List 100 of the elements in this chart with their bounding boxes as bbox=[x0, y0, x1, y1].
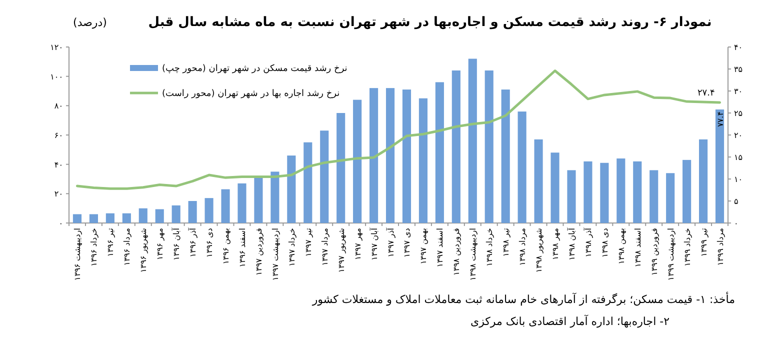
bar bbox=[72, 214, 82, 223]
x-tick-label: آبان ۱۳۹۸ bbox=[566, 227, 576, 260]
bar bbox=[567, 170, 576, 223]
x-tick-label: فروردین ۱۳۹۸ bbox=[452, 228, 462, 276]
bar bbox=[106, 213, 114, 223]
x-tick-label: فروردین ۱۳۹۷ bbox=[254, 228, 264, 276]
bar bbox=[238, 183, 246, 223]
y2-tick-label: ۵ bbox=[734, 197, 738, 206]
x-tick-label: آذر ۱۳۹۸ bbox=[582, 227, 593, 258]
x-tick-label: خرداد ۱۳۹۸ bbox=[485, 228, 494, 266]
x-tick-label: خرداد ۱۳۹۹ bbox=[682, 228, 692, 266]
text: ۲- اجاره‌بها؛ اداره آمار اقتصادی بانک مرکزی bbox=[470, 314, 670, 328]
x-tick-label: دی ۱۳۹۶ bbox=[205, 228, 214, 258]
x-tick-label: اردیبهشت ۱۳۹۹ bbox=[666, 228, 676, 281]
bar bbox=[600, 162, 609, 223]
y-tick-label: ۱۰۰ bbox=[50, 72, 63, 82]
legend-label: نرخ رشد اجاره بها در شهر تهران (محور راست) bbox=[162, 89, 340, 99]
y2-tick-label: ۴۰ bbox=[734, 43, 743, 52]
bar bbox=[138, 208, 148, 223]
x-tick-label: مرداد ۱۳۹۹ bbox=[716, 228, 725, 266]
x-tick-label: اسفند ۱۳۹۸ bbox=[633, 228, 642, 268]
x-tick-label: مرداد ۱۳۹۸ bbox=[518, 228, 528, 266]
bar bbox=[699, 139, 708, 223]
bar bbox=[221, 189, 230, 223]
bar bbox=[370, 88, 378, 223]
y2-tick-label: ۰ bbox=[734, 219, 738, 228]
bar bbox=[336, 113, 346, 223]
y-tick-label: ۱۲۰ bbox=[50, 43, 63, 52]
y2-tick-label: ۱۰ bbox=[734, 175, 743, 184]
bar bbox=[402, 90, 412, 223]
bar bbox=[584, 161, 592, 223]
x-tick-label: مهر ۱۳۹۸ bbox=[551, 228, 560, 260]
x-tick-label: آبان ۱۳۹۷ bbox=[368, 227, 379, 260]
bar bbox=[287, 156, 296, 223]
x-tick-label: شهریور ۱۳۹۷ bbox=[336, 228, 346, 273]
bar bbox=[122, 213, 131, 223]
x-tick-label: تیر ۱۳۹۸ bbox=[502, 228, 511, 257]
x-tick-label: آذر ۱۳۹۷ bbox=[385, 227, 396, 258]
y2-tick-label: ۳۰ bbox=[734, 87, 743, 96]
bar bbox=[435, 82, 444, 223]
x-tick-label: دی ۱۳۹۷ bbox=[402, 228, 412, 258]
y-tick-label: ۴۰ bbox=[54, 160, 63, 170]
bar bbox=[682, 160, 692, 223]
x-tick-label: شهریور ۱۳۹۸ bbox=[534, 228, 544, 273]
bar bbox=[616, 158, 626, 223]
x-tick-label: اردیبهشت ۱۳۹۶ bbox=[73, 228, 82, 281]
x-tick-label: مهر ۱۳۹۶ bbox=[156, 228, 165, 260]
bar bbox=[650, 170, 658, 223]
bar bbox=[418, 98, 428, 223]
bar bbox=[633, 161, 642, 223]
y-tick-label: ۶۰ bbox=[54, 131, 63, 140]
x-tick-label: مهر ۱۳۹۷ bbox=[353, 228, 362, 260]
x-tick-label: بهمن ۱۳۹۸ bbox=[616, 228, 626, 264]
bar bbox=[518, 112, 526, 223]
y2-tick-label: ۲۰ bbox=[734, 131, 743, 140]
bar bbox=[484, 70, 494, 223]
legend-label: نرخ رشد قیمت مسکن در شهر تهران (محور چپ) bbox=[162, 64, 348, 74]
x-tick-label: فروردین ۱۳۹۹ bbox=[650, 228, 659, 276]
bar bbox=[501, 90, 510, 223]
bar bbox=[715, 109, 724, 223]
x-tick-label: شهریور ۱۳۹۶ bbox=[139, 228, 148, 273]
x-tick-label: دی ۱۳۹۸ bbox=[600, 228, 610, 258]
x-tick-label: اسفند ۱۳۹۷ bbox=[436, 228, 445, 268]
bar bbox=[155, 209, 164, 223]
data-label: ۲۷.۴ bbox=[697, 88, 715, 98]
x-tick-label: تیر ۱۳۹۶ bbox=[106, 228, 116, 257]
x-tick-label: اسفند ۱۳۹۶ bbox=[238, 228, 247, 268]
y2-tick-label: ۳۵ bbox=[734, 65, 743, 74]
bar bbox=[304, 142, 312, 223]
y2-tick-label: ۲۵ bbox=[734, 109, 743, 118]
bar bbox=[270, 172, 280, 223]
bar bbox=[550, 152, 560, 223]
bar bbox=[353, 100, 362, 223]
bar bbox=[204, 198, 214, 223]
bar bbox=[386, 88, 395, 223]
x-tick-label: تیر ۱۳۹۹ bbox=[699, 228, 708, 257]
bar bbox=[188, 201, 197, 223]
bar bbox=[452, 70, 460, 223]
x-tick-label: آذر ۱۳۹۶ bbox=[188, 227, 198, 258]
y2-tick-label: ۱۵ bbox=[734, 153, 743, 162]
y-axis-title: (درصد) bbox=[73, 16, 107, 29]
bar bbox=[89, 214, 98, 223]
y-tick-label: ۸۰ bbox=[54, 102, 63, 111]
chart-title: نمودار ۶- روند رشد قیمت مسکن و اجاره‌بها در شهر تهران نسبت به ماه مشابه سال قبل bbox=[148, 15, 712, 30]
bar bbox=[666, 173, 675, 223]
x-tick-label: مرداد ۱۳۹۶ bbox=[122, 228, 132, 266]
x-tick-label: خرداد ۱۳۹۶ bbox=[90, 228, 99, 266]
bar bbox=[534, 139, 543, 223]
x-tick-label: اردیبهشت ۱۳۹۷ bbox=[270, 228, 280, 281]
data-label: ۷۷.۴ bbox=[716, 111, 725, 127]
bar bbox=[320, 130, 329, 223]
bar bbox=[172, 205, 180, 223]
x-tick-label: تیر ۱۳۹۷ bbox=[304, 228, 313, 257]
x-tick-label: اردیبهشت ۱۳۹۸ bbox=[468, 228, 478, 281]
x-tick-label: بهمن ۱۳۹۶ bbox=[222, 228, 231, 264]
y-tick-label: ۲۰ bbox=[54, 190, 63, 199]
bar bbox=[468, 58, 477, 223]
bar bbox=[254, 178, 263, 223]
x-tick-label: مرداد ۱۳۹۷ bbox=[320, 228, 330, 266]
x-tick-label: آبان ۱۳۹۶ bbox=[171, 227, 182, 260]
